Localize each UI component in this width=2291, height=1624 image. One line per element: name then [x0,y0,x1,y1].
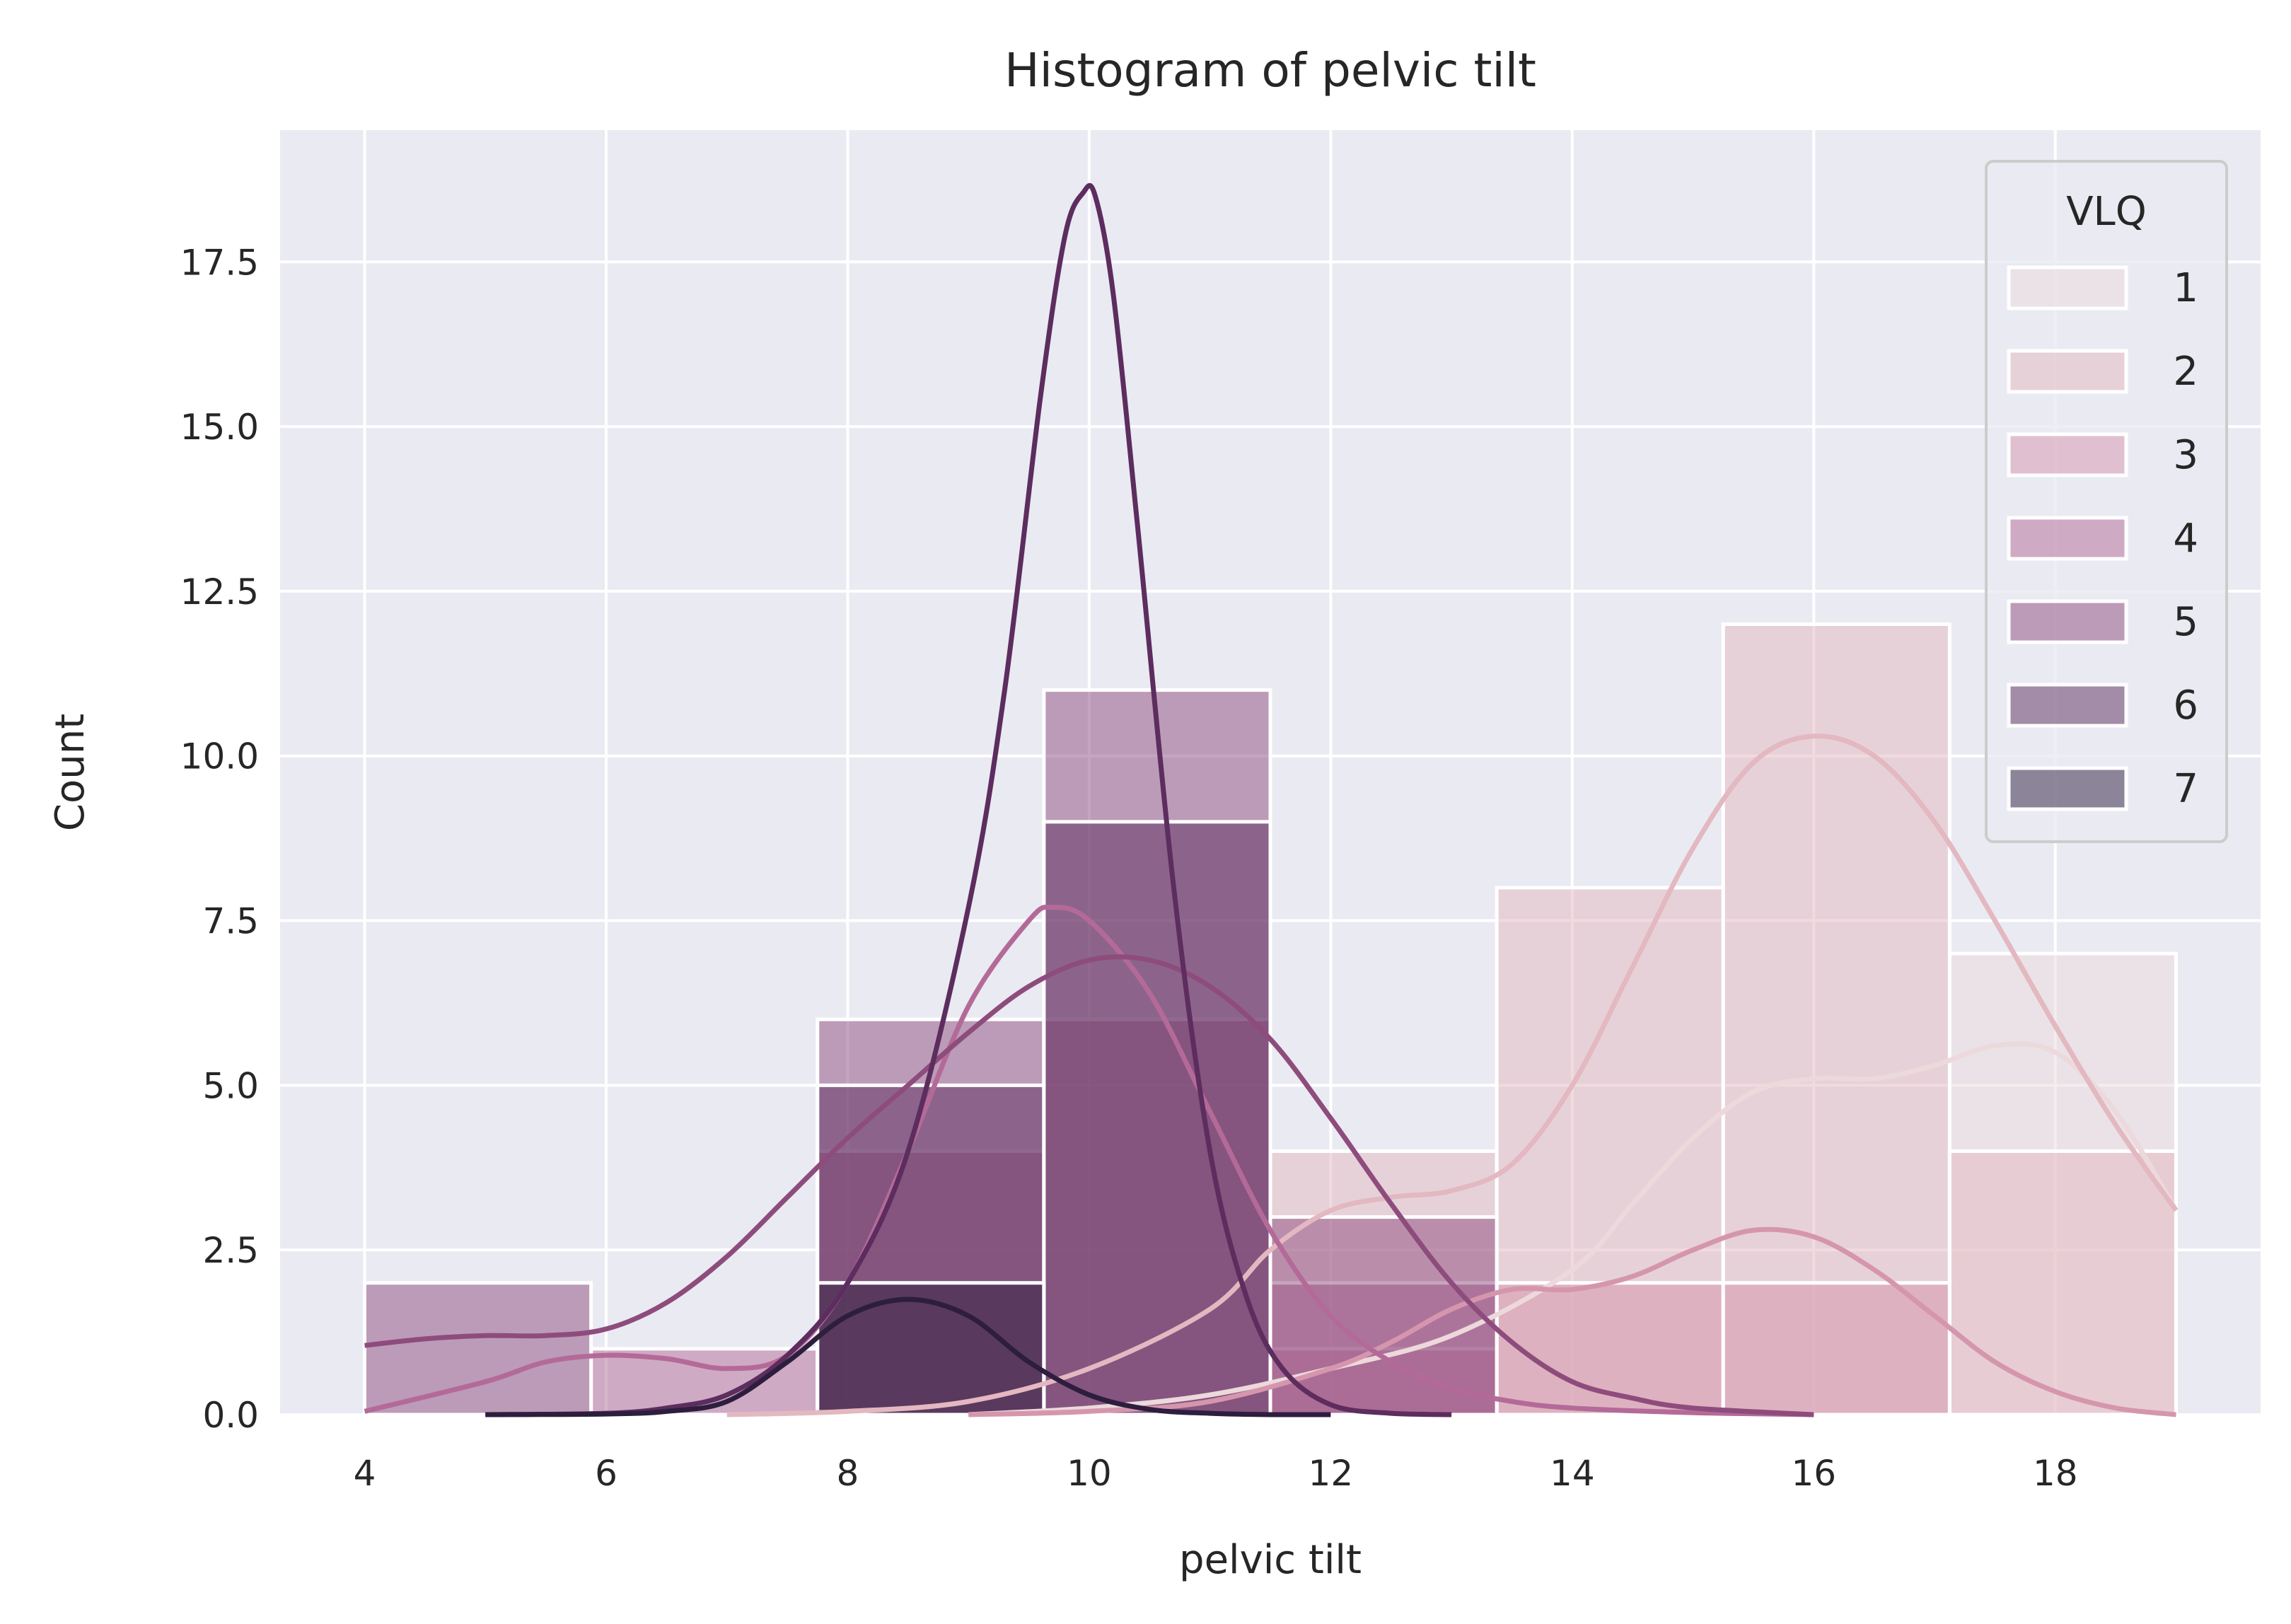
kde-line-vlq-1 [968,1041,2179,1417]
y-tick-label: 5.0 [202,1065,259,1106]
legend-label: 5 [2173,599,2198,645]
y-tick-label: 15.0 [180,407,259,448]
kde-curves [364,182,2179,1417]
y-tick-label: 2.5 [202,1230,259,1271]
tick-labels: 4 6 8 10 12 14 16 18 0.0 2.5 5.0 7.5 10.0 12.5 15.0 17.… [180,242,2078,1494]
y-axis-label: Count [47,714,93,831]
legend-swatch [2007,349,2128,394]
legend-swatch [2007,599,2128,644]
x-tick-label: 16 [1791,1453,1836,1494]
legend-label: 3 [2173,432,2198,478]
legend-title: VLQ [2066,189,2147,235]
kde-line-vlq-3 [968,1226,2176,1417]
legend-label: 2 [2173,349,2198,395]
legend-swatch [2007,265,2128,311]
y-tick-label: 0.0 [202,1395,259,1436]
legend-swatch [2007,683,2128,728]
y-tick-label: 7.5 [202,901,259,942]
legend-items: 1 2 3 4 5 6 7 [2007,265,2198,812]
x-axis-label: pelvic tilt [1179,1537,1362,1583]
x-tick-label: 8 [837,1453,859,1494]
legend: VLQ 1 2 3 4 5 6 7 [1985,160,2228,843]
bar-vlq-6 [1042,820,1272,1417]
legend-box [1985,160,2228,843]
kde-line-vlq-6 [485,182,1452,1417]
legend-swatch [2007,516,2128,561]
kde-line-vlq-7 [485,1297,1331,1417]
legend-swatch [2007,432,2128,477]
bar-vlq-2 [1947,1149,2178,1417]
chart-title: Histogram of pelvic tilt [1004,43,1536,98]
legend-label: 6 [2173,683,2198,729]
legend-label: 7 [2173,766,2198,812]
kde-line-vlq-5 [364,954,1814,1417]
bar-vlq-5 [1268,1215,1499,1417]
y-tick-label: 12.5 [180,572,259,613]
x-tick-label: 14 [1550,1453,1595,1494]
bar-vlq-3 [1721,1281,1951,1417]
kde-line-vlq-4 [364,905,1814,1417]
legend-label: 4 [2173,516,2198,562]
y-tick-label: 10.0 [180,736,259,777]
y-tick-label: 17.5 [180,242,259,283]
x-tick-label: 6 [595,1453,617,1494]
x-tick-label: 18 [2033,1453,2078,1494]
legend-label: 1 [2173,265,2198,311]
x-tick-label: 12 [1309,1453,1354,1494]
x-tick-label: 10 [1067,1453,1112,1494]
kde-line-vlq-2 [726,733,2179,1417]
bar-vlq-5 [363,1281,593,1417]
legend-swatch [2007,766,2128,811]
x-tick-label: 4 [354,1453,376,1494]
